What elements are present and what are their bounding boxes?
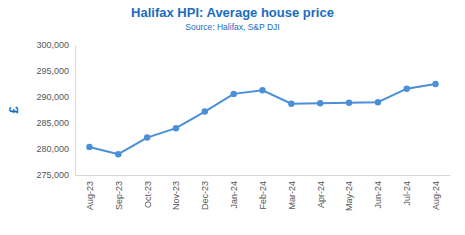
x-tick-label: Apr-24 bbox=[316, 181, 326, 208]
x-tick-label: Aug-23 bbox=[85, 181, 95, 210]
y-tick: 290,000 bbox=[36, 92, 75, 102]
plot: 275,000 280,000 285,000 290,000 295,000 300,0… bbox=[36, 40, 450, 211]
x-tick: Jul-24 bbox=[402, 175, 412, 206]
x-tick-label: Nov-23 bbox=[171, 181, 181, 210]
x-tick: Jun-24 bbox=[373, 175, 383, 209]
x-tick-label: Jun-24 bbox=[373, 181, 383, 209]
point bbox=[432, 81, 438, 87]
x-tick: Dec-23 bbox=[200, 175, 210, 210]
x-tick-label: May-24 bbox=[344, 181, 354, 211]
y-tick: 280,000 bbox=[36, 144, 75, 154]
x-tick: Sep-23 bbox=[114, 175, 124, 210]
x-tick: Oct-23 bbox=[142, 175, 152, 208]
point bbox=[259, 87, 265, 93]
point bbox=[202, 108, 208, 114]
title: Halifax HPI: Average house price bbox=[131, 5, 334, 20]
x-tick-label: Sep-23 bbox=[114, 181, 124, 210]
y-tick-label: 275,000 bbox=[36, 170, 69, 180]
x-axis-line bbox=[76, 175, 451, 176]
point bbox=[230, 91, 236, 97]
marks bbox=[86, 81, 439, 158]
point bbox=[86, 144, 92, 150]
x-axis: Aug-23 Sep-23 Oct-23 Nov-23 Dec-23 Jan-24 Feb-… bbox=[76, 175, 451, 211]
x-tick-label: Aug-24 bbox=[431, 181, 441, 210]
x-tick-label: Dec-23 bbox=[200, 181, 210, 210]
point bbox=[115, 151, 121, 157]
y-tick: 295,000 bbox=[36, 66, 75, 76]
y-tick: 275,000 bbox=[36, 170, 75, 180]
point bbox=[375, 99, 381, 105]
y-tick-label: 300,000 bbox=[36, 40, 69, 50]
x-tick: May-24 bbox=[344, 175, 354, 211]
x-tick: Nov-23 bbox=[171, 175, 181, 210]
y-tick: 285,000 bbox=[36, 118, 75, 128]
y-axis: 275,000 280,000 285,000 290,000 295,000 300,0… bbox=[36, 40, 75, 180]
y-tick-label: 280,000 bbox=[36, 144, 69, 154]
x-tick: Jan-24 bbox=[229, 175, 239, 209]
x-tick: Aug-24 bbox=[431, 175, 441, 210]
x-tick: Apr-24 bbox=[316, 175, 326, 208]
x-tick-label: Feb-24 bbox=[258, 181, 268, 210]
point bbox=[288, 101, 294, 107]
point bbox=[173, 125, 179, 131]
x-tick-label: Jan-24 bbox=[229, 181, 239, 209]
y-tick-label: 295,000 bbox=[36, 66, 69, 76]
y-tick-label: 290,000 bbox=[36, 92, 69, 102]
x-tick-label: Oct-23 bbox=[142, 181, 152, 208]
x-tick: Mar-24 bbox=[287, 175, 297, 210]
point bbox=[317, 100, 323, 106]
x-tick-label: Mar-24 bbox=[287, 181, 297, 210]
y-axis-title: £ bbox=[6, 106, 21, 114]
x-tick: Feb-24 bbox=[258, 175, 268, 210]
y-tick-label: 285,000 bbox=[36, 118, 69, 128]
subtitle: Source: Halifax, S&P DJI bbox=[185, 22, 279, 32]
x-tick-label: Jul-24 bbox=[402, 181, 412, 206]
chart: Halifax HPI: Average house price Source: … bbox=[0, 0, 465, 235]
y-axis-line bbox=[75, 46, 76, 176]
point bbox=[404, 85, 410, 91]
x-tick: Aug-23 bbox=[85, 175, 95, 210]
point bbox=[144, 134, 150, 140]
y-tick: 300,000 bbox=[36, 40, 75, 50]
line bbox=[89, 84, 435, 154]
point bbox=[346, 100, 352, 106]
